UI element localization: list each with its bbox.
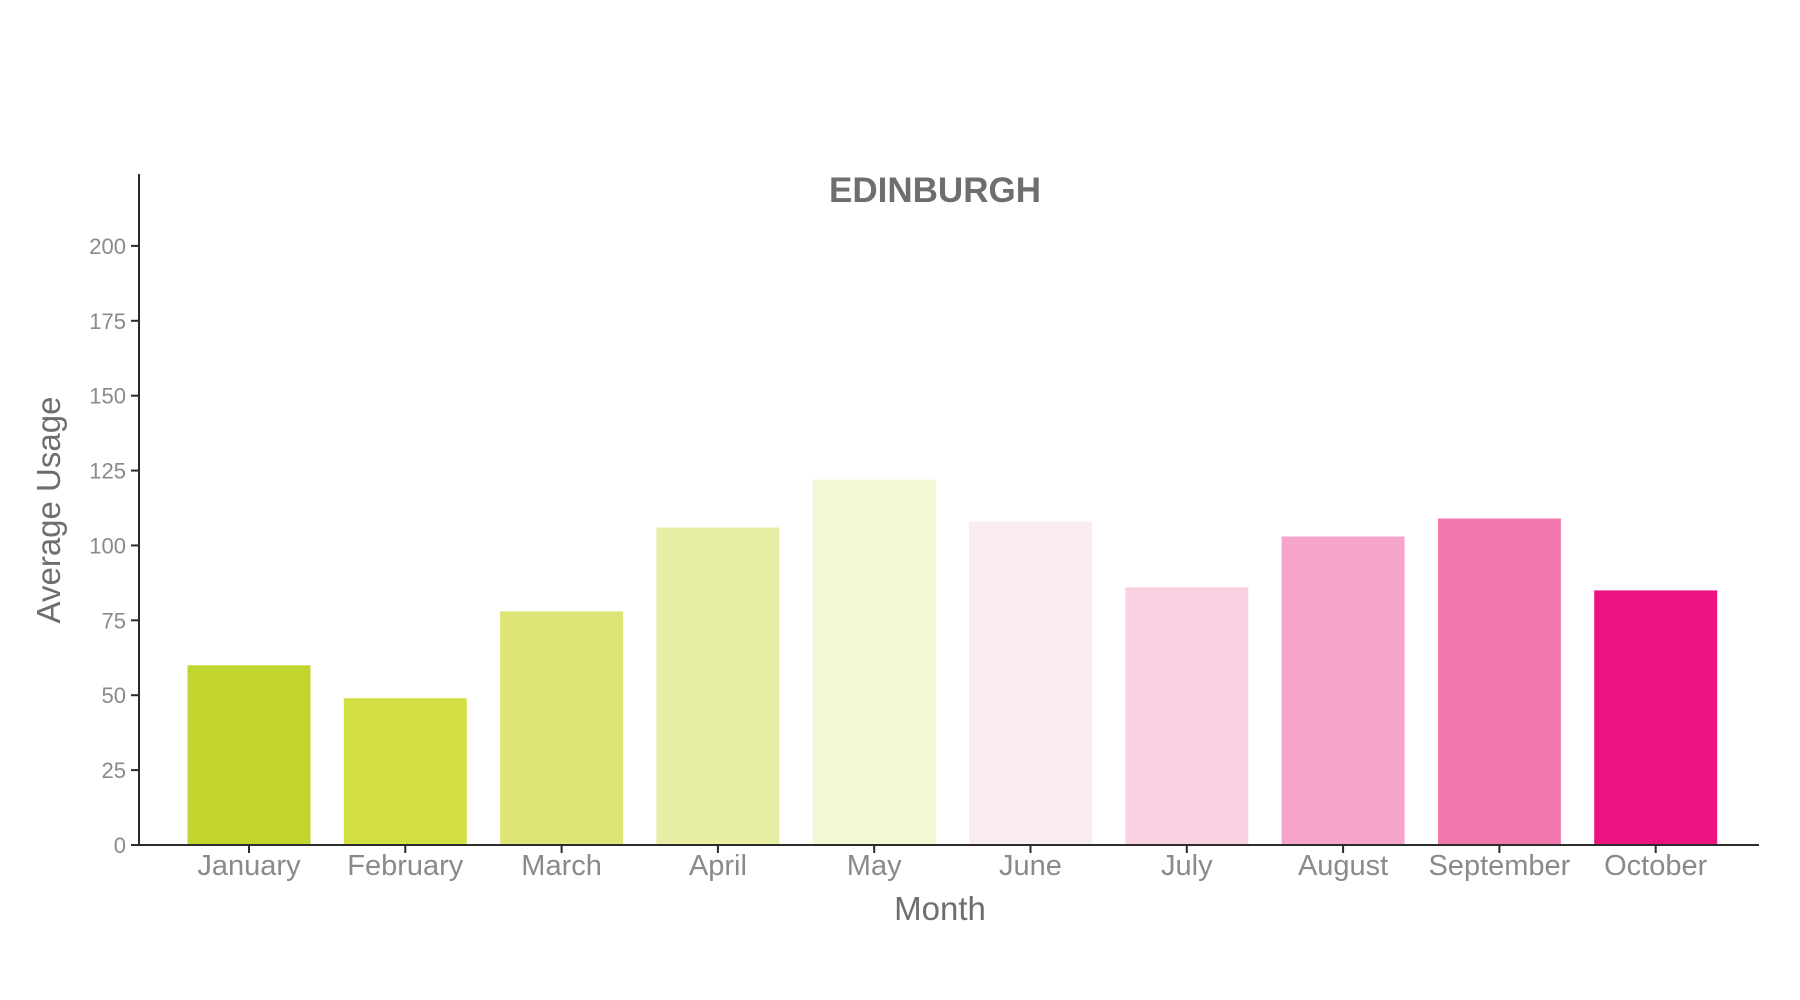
y-axis-title: Average Usage	[30, 397, 67, 624]
x-tick-label: August	[1298, 850, 1388, 882]
bar-may	[812, 479, 936, 845]
x-tick-label: July	[1161, 850, 1213, 882]
axes-group	[138, 174, 1759, 846]
y-tick-label: 100	[89, 533, 126, 558]
bar-september	[1437, 518, 1561, 845]
bar-august	[1281, 536, 1405, 845]
y-tick-label: 75	[102, 608, 126, 633]
x-tick-label: May	[847, 850, 902, 882]
bars-group	[187, 479, 1718, 845]
x-tick-label: June	[999, 850, 1062, 882]
y-ticks-group: 0 25 50 75 100 125 150 175 200	[89, 234, 139, 858]
y-tick-label: 0	[114, 833, 126, 858]
bar-october	[1594, 590, 1718, 845]
x-tick-label: January	[197, 850, 301, 882]
x-tick-label: March	[521, 850, 602, 882]
bar-april	[656, 527, 780, 845]
y-tick-label: 175	[89, 309, 126, 334]
bar-february	[343, 698, 467, 845]
chart-title: EDINBURGH	[829, 171, 1041, 210]
x-tick-label: February	[347, 850, 464, 882]
y-tick-label: 25	[102, 758, 126, 783]
x-axis-title: Month	[894, 890, 986, 927]
y-tick-label: 150	[89, 384, 126, 409]
bar-june	[969, 521, 1092, 845]
x-tick-label: October	[1604, 850, 1707, 882]
bar-january	[187, 665, 311, 845]
y-tick-label: 200	[89, 234, 126, 259]
x-tick-label: April	[689, 850, 747, 882]
x-tick-label: September	[1428, 850, 1570, 882]
bar-march	[500, 611, 624, 845]
y-tick-label: 125	[89, 459, 126, 484]
y-tick-label: 50	[102, 683, 126, 708]
x-ticks-group: January February March April May June July Augu…	[197, 845, 1708, 882]
bar-july	[1125, 587, 1249, 845]
